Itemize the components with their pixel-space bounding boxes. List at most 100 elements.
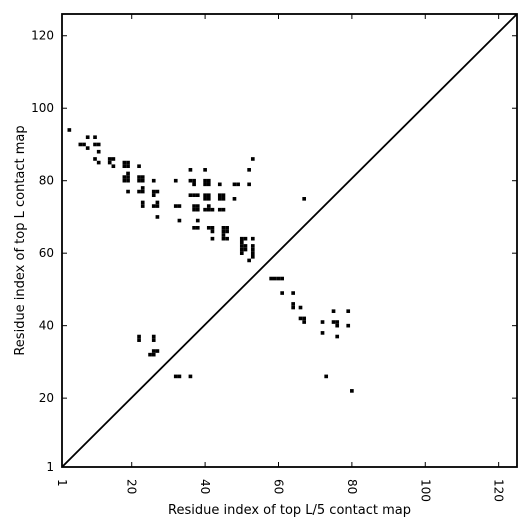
contact-point-lower	[291, 302, 295, 306]
contact-point-upper	[236, 182, 240, 187]
contact-point-upper	[217, 207, 222, 212]
contact-point-upper	[151, 189, 156, 194]
contact-point-upper	[93, 157, 97, 161]
contact-point-lower	[291, 305, 295, 310]
contact-point-upper	[122, 175, 127, 179]
contact-point-lower	[335, 320, 340, 324]
contact-point-upper	[192, 226, 196, 230]
contact-point-upper	[203, 197, 207, 201]
contact-point-upper	[140, 175, 145, 179]
contact-point-upper	[247, 168, 251, 172]
x-tick-label: 100	[418, 479, 432, 502]
contact-point-upper	[137, 164, 141, 169]
contact-point-upper	[107, 157, 112, 161]
contact-point-upper	[122, 178, 127, 183]
contact-point-upper	[247, 258, 251, 263]
contact-point-upper	[221, 207, 226, 212]
contact-point-upper	[206, 178, 211, 183]
contact-point-upper	[192, 193, 196, 198]
contact-point-upper	[93, 135, 97, 140]
contact-point-upper	[140, 204, 145, 208]
contact-point-upper	[188, 168, 193, 172]
contact-point-lower	[320, 320, 325, 324]
contact-point-upper	[203, 182, 207, 187]
contact-point-upper	[221, 233, 226, 237]
contact-point-upper	[151, 178, 156, 183]
contact-point-upper	[67, 128, 72, 132]
contact-point-upper	[122, 160, 127, 165]
contact-point-upper	[247, 182, 251, 187]
contact-point-upper	[96, 142, 101, 147]
y-tick-label: 20	[39, 391, 54, 405]
y-tick-label: 60	[39, 246, 54, 260]
contact-point-upper	[140, 178, 145, 183]
contact-point-upper	[225, 226, 229, 230]
x-tick-label: 80	[345, 479, 359, 494]
contact-point-lower	[177, 374, 182, 379]
y-tick-label: 1	[46, 460, 54, 474]
contact-point-lower	[173, 374, 178, 379]
contact-point-upper	[126, 160, 130, 165]
contact-point-upper	[250, 236, 255, 241]
contact-point-upper	[188, 178, 193, 183]
y-tick-label: 100	[31, 101, 54, 115]
contact-point-lower	[137, 334, 141, 339]
contact-point-lower	[298, 305, 303, 310]
contact-point-upper	[221, 193, 226, 198]
contact-point-upper	[195, 207, 200, 212]
contact-point-upper	[85, 146, 90, 150]
contact-point-upper	[217, 197, 222, 201]
contact-point-upper	[243, 247, 248, 252]
contact-point-upper	[122, 164, 127, 169]
x-axis-label: Residue index of top L/5 contact map	[168, 503, 411, 518]
contact-point-lower	[346, 323, 351, 328]
contact-point-upper	[239, 240, 244, 245]
x-tick-label: 60	[271, 479, 285, 494]
contact-point-upper	[206, 197, 211, 201]
contact-point-upper	[195, 193, 200, 198]
contact-point-upper	[250, 255, 255, 259]
contact-point-lower	[188, 374, 193, 379]
contact-point-upper	[195, 226, 200, 230]
contact-point-upper	[126, 164, 130, 169]
plot-frame	[61, 13, 518, 468]
contact-point-upper	[151, 193, 156, 198]
contact-point-upper	[188, 193, 193, 198]
contact-point-upper	[203, 178, 207, 183]
contact-point-lower	[151, 338, 156, 342]
contact-point-upper	[192, 207, 196, 212]
contact-point-upper	[107, 160, 112, 165]
contact-point-lower	[269, 276, 273, 281]
contact-point-upper	[203, 193, 207, 198]
contact-point-lower	[331, 309, 336, 313]
contact-point-upper	[217, 182, 222, 187]
contact-point-upper	[206, 207, 211, 212]
contact-point-upper	[243, 244, 248, 248]
contact-point-upper	[250, 157, 255, 161]
contact-point-upper	[140, 189, 145, 194]
contact-point-lower	[151, 334, 156, 339]
contact-point-upper	[137, 189, 141, 194]
contact-point-upper	[221, 229, 226, 234]
contact-point-upper	[96, 160, 101, 165]
contact-point-upper	[137, 175, 141, 179]
contact-point-upper	[210, 226, 215, 230]
contact-point-upper	[221, 236, 226, 241]
contact-point-lower	[335, 323, 340, 328]
contact-point-lower	[331, 320, 336, 324]
contact-point-lower	[276, 276, 281, 281]
contact-point-lower	[291, 291, 295, 295]
contact-point-lower	[302, 316, 307, 321]
x-tick-label: 20	[125, 479, 139, 494]
contact-point-upper	[225, 229, 229, 234]
contact-point-upper	[250, 251, 255, 255]
x-tick-label: 120	[492, 479, 506, 502]
contact-point-upper	[126, 175, 130, 179]
diagonal-line	[61, 13, 518, 468]
contact-point-upper	[203, 168, 207, 172]
contact-point-lower	[151, 349, 156, 353]
contact-point-upper	[111, 164, 116, 169]
contact-point-lower	[320, 331, 325, 335]
